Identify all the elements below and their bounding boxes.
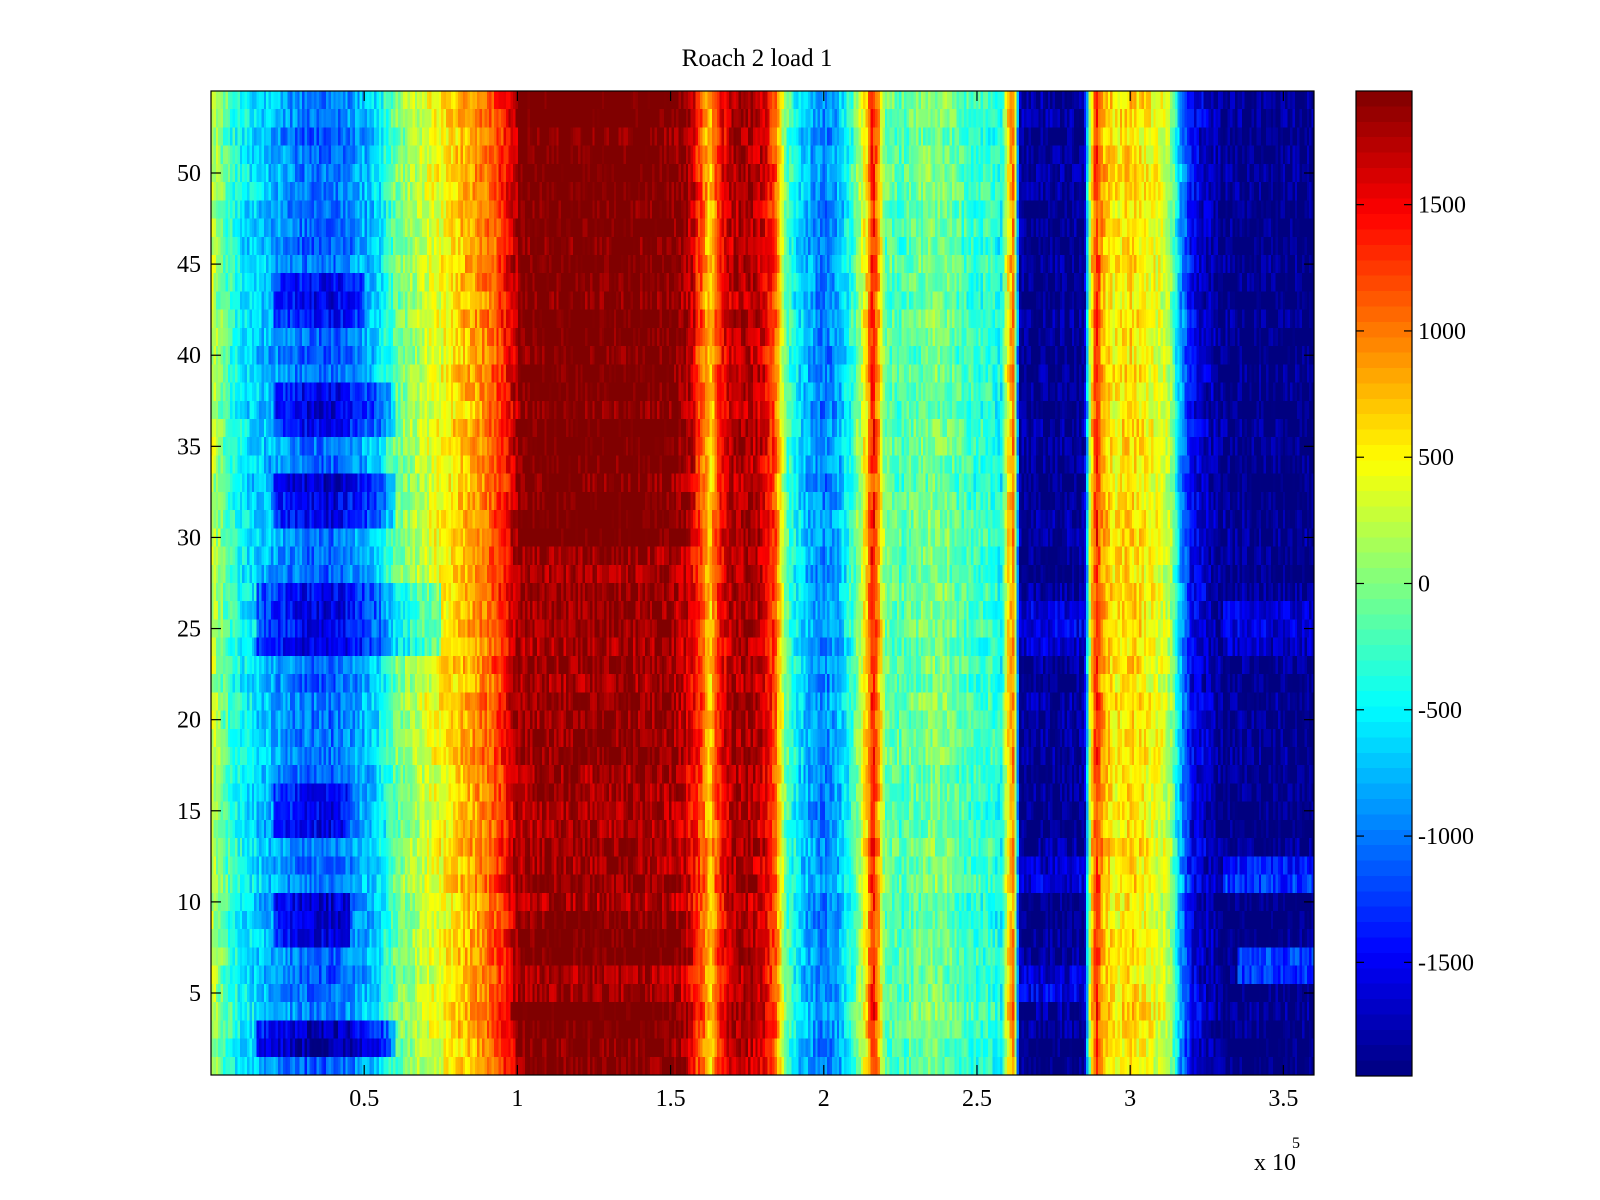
x-tick-label: 3 (1124, 1086, 1136, 1112)
colorbar: 1500 1000 500 0 -500 -1000 -1500 (1355, 90, 1474, 1077)
colorbar-tick-label: -1500 (1418, 950, 1474, 976)
x-multiplier-label: x 10 (1254, 1150, 1296, 1176)
y-tick-label: 35 (177, 434, 201, 460)
colorbar-tick-label: -500 (1418, 698, 1462, 724)
x-multiplier-exponent: 5 (1292, 1135, 1300, 1152)
x-axis: 0.5 1 1.5 2 2.5 3 3.5 (349, 91, 1298, 1112)
x-tick-label: 2.5 (962, 1086, 992, 1112)
heatmap-image (211, 91, 1314, 1075)
colorbar-tick-label: -1000 (1418, 824, 1474, 850)
colorbar-tick-label: 500 (1418, 445, 1454, 471)
y-tick-label: 5 (189, 981, 201, 1007)
colorbar-tick-label: 1500 (1418, 193, 1466, 219)
x-axis-multiplier: x 10 5 (1254, 1135, 1300, 1176)
y-tick-label: 25 (177, 617, 201, 643)
x-tick-label: 2 (818, 1086, 830, 1112)
y-tick-label: 15 (177, 799, 201, 825)
plot-frame (210, 90, 1315, 1076)
y-tick-label: 10 (177, 890, 201, 916)
y-tick-label: 20 (177, 708, 201, 734)
chart-title: Roach 2 load 1 (682, 45, 833, 72)
y-axis: 5 10 15 20 25 30 35 40 45 50 (177, 161, 1314, 1007)
colorbar-tick-label: 1000 (1418, 319, 1466, 345)
x-tick-label: 3.5 (1268, 1086, 1298, 1112)
x-tick-label: 1 (511, 1086, 523, 1112)
y-tick-label: 45 (177, 252, 201, 278)
y-tick-label: 50 (177, 161, 201, 187)
y-tick-label: 30 (177, 525, 201, 551)
plot-area (210, 90, 1315, 1076)
y-tick-label: 40 (177, 343, 201, 369)
colorbar-tick-label: 0 (1418, 572, 1430, 598)
x-tick-label: 0.5 (349, 1086, 379, 1112)
colorbar-image (1356, 91, 1412, 1076)
x-tick-label: 1.5 (656, 1086, 686, 1112)
